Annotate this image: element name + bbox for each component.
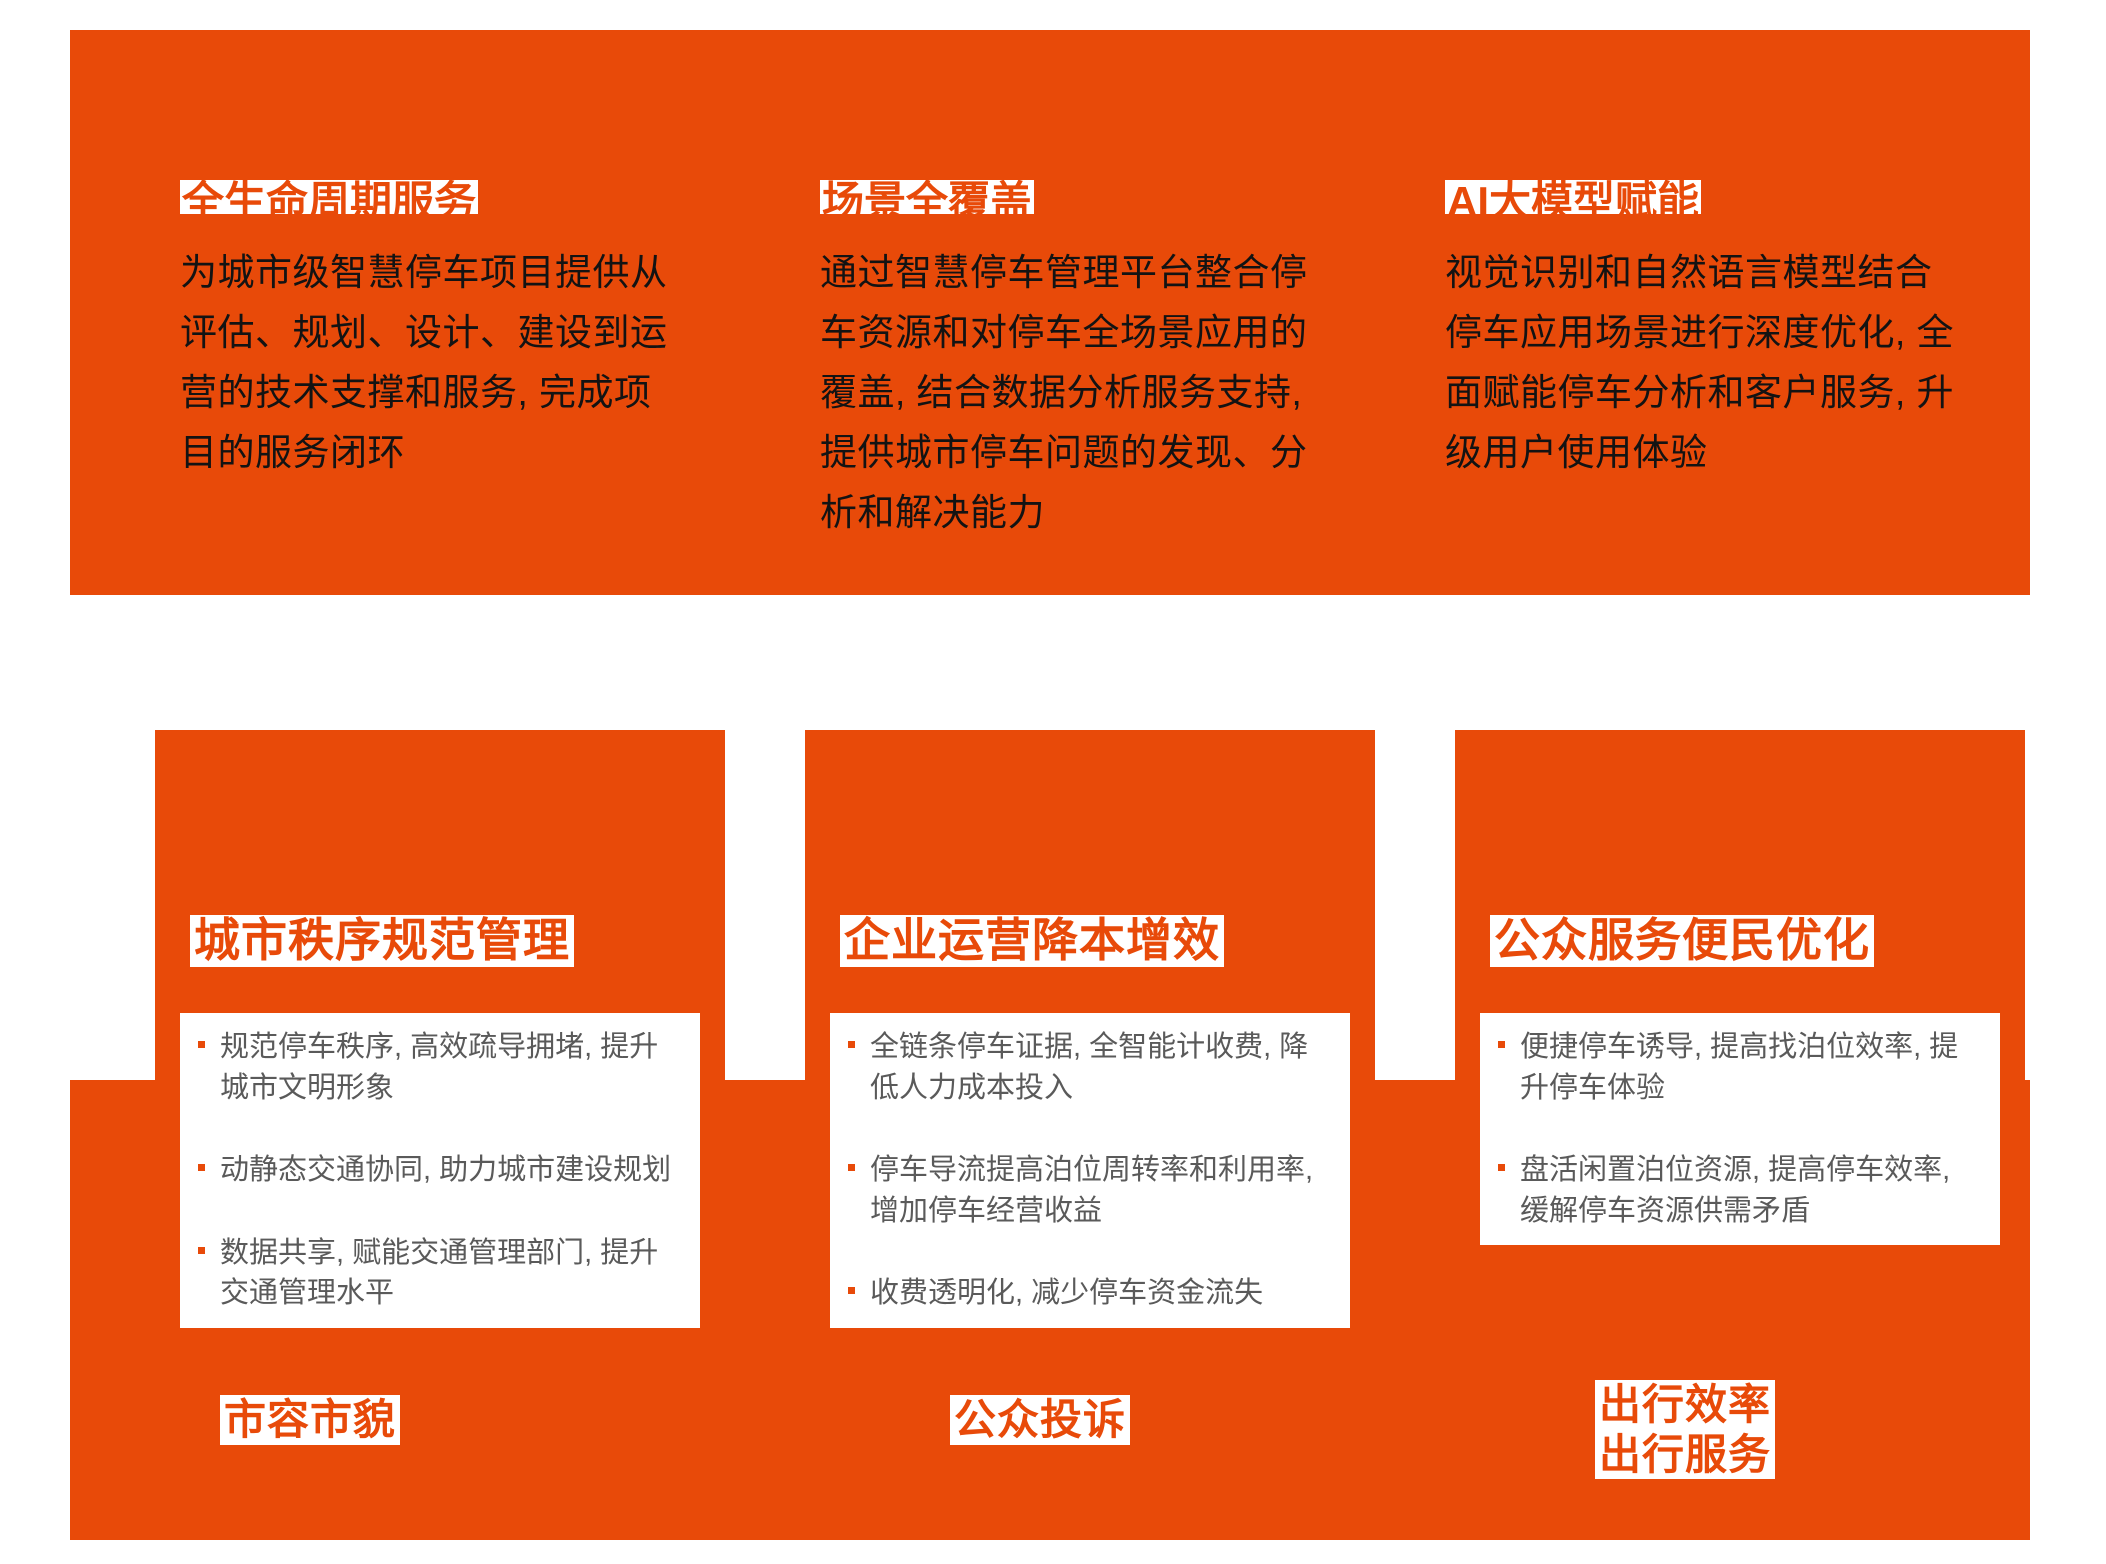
list-item: 停车导流提高泊位周转率和利用率, 增加停车经营收益 [844, 1150, 1332, 1231]
outcome-tag-line: 公众投诉 [954, 1396, 1127, 1443]
outcome-tag-1: 市容市貌 [220, 1395, 401, 1445]
feature-heading-2: 场景全覆盖 [820, 180, 1035, 214]
value-card-bullets-3: 便捷停车诱导, 提高找泊位效率, 提升停车体验 盘活闲置泊位资源, 提高停车效率… [1480, 1013, 2000, 1246]
top-feature-panel: 全生命周期服务 为城市级智慧停车项目提供从评估、规划、设计、建设到运营的技术支撑… [70, 30, 2030, 595]
feature-column-2: 场景全覆盖 通过智慧停车管理平台整合停车资源和对停车全场景应用的覆盖, 结合数据… [820, 180, 1320, 543]
outcome-tag-2: 公众投诉 [950, 1395, 1131, 1445]
feature-body-1: 为城市级智慧停车项目提供从评估、规划、设计、建设到运营的技术支撑和服务, 完成项… [180, 252, 668, 473]
feature-column-1: 全生命周期服务 为城市级智慧停车项目提供从评估、规划、设计、建设到运营的技术支撑… [180, 180, 680, 483]
value-card-bullets-2: 全链条停车证据, 全智能计收费, 降低人力成本投入 停车导流提高泊位周转率和利用… [830, 1013, 1350, 1328]
outcome-tag-3: 出行效率 出行服务 [1595, 1380, 1776, 1480]
outcome-tag-line: 出行服务 [1599, 1430, 1772, 1478]
value-card-title-3: 公众服务便民优化 [1490, 914, 1874, 967]
list-item: 收费透明化, 减少停车资金流失 [844, 1273, 1332, 1314]
list-item: 动静态交通协同, 助力城市建设规划 [194, 1150, 682, 1191]
list-item: 盘活闲置泊位资源, 提高停车效率, 缓解停车资源供需矛盾 [1494, 1150, 1982, 1231]
feature-column-3: AI大模型赋能 视觉识别和自然语言模型结合停车应用场景进行深度优化, 全面赋能停… [1445, 180, 1965, 483]
value-card-title-2: 企业运营降本增效 [840, 914, 1224, 967]
outcome-tag-line: 出行效率 [1599, 1381, 1772, 1428]
outcome-tag-line: 市容市貌 [224, 1396, 397, 1443]
list-item: 规范停车秩序, 高效疏导拥堵, 提升城市文明形象 [194, 1027, 682, 1108]
feature-heading-1: 全生命周期服务 [180, 180, 479, 214]
list-item: 便捷停车诱导, 提高找泊位效率, 提升停车体验 [1494, 1027, 1982, 1108]
feature-heading-3: AI大模型赋能 [1445, 180, 1702, 214]
feature-body-3: 视觉识别和自然语言模型结合停车应用场景进行深度优化, 全面赋能停车分析和客户服务… [1445, 252, 1955, 473]
list-item: 数据共享, 赋能交通管理部门, 提升交通管理水平 [194, 1233, 682, 1314]
bottom-value-panel: 城市秩序规范管理 企业运营降本增效 公众服务便民优化 规范停车秩序, 高效疏导拥… [70, 730, 2030, 1540]
feature-body-2: 通过智慧停车管理平台整合停车资源和对停车全场景应用的覆盖, 结合数据分析服务支持… [820, 252, 1308, 533]
value-card-title-1: 城市秩序规范管理 [190, 914, 574, 967]
list-item: 全链条停车证据, 全智能计收费, 降低人力成本投入 [844, 1027, 1332, 1108]
value-card-bullets-1: 规范停车秩序, 高效疏导拥堵, 提升城市文明形象 动静态交通协同, 助力城市建设… [180, 1013, 700, 1328]
